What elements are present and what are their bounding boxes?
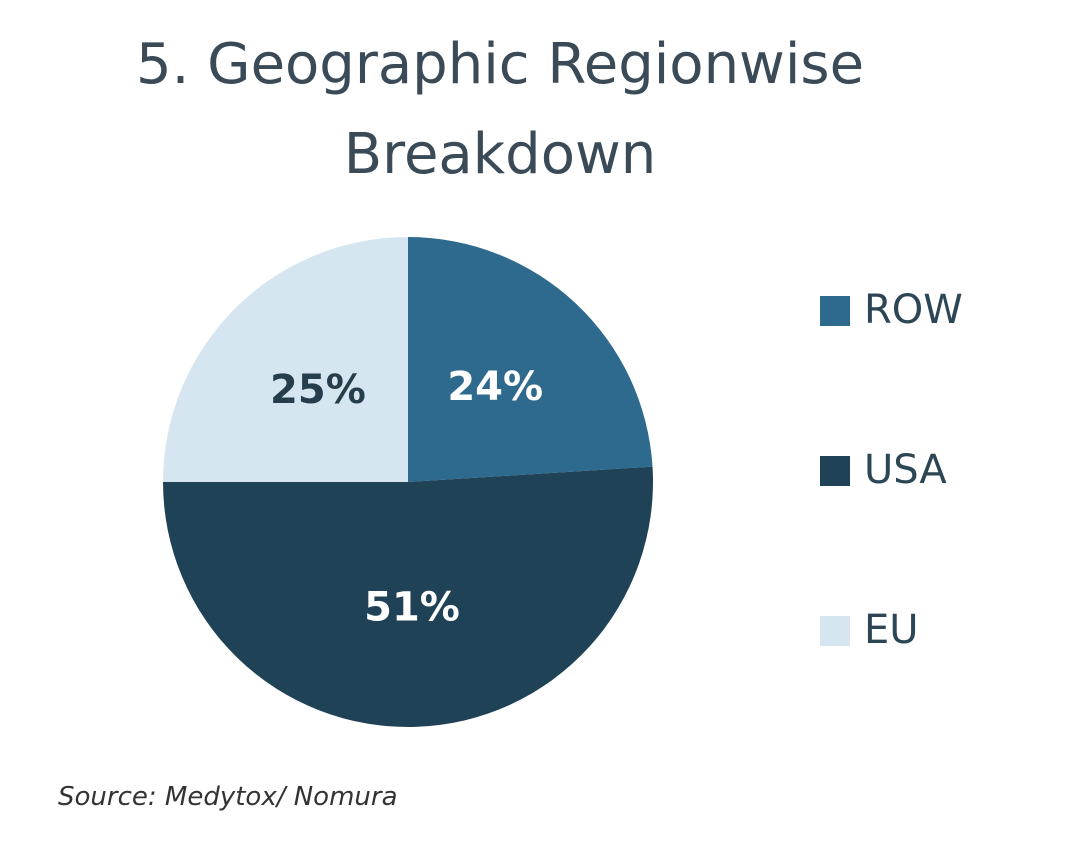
data-label: 24%	[447, 364, 543, 410]
legend-swatch	[820, 616, 850, 646]
data-label: 51%	[364, 584, 460, 630]
pie-slice	[408, 237, 653, 482]
data-label: 25%	[270, 367, 366, 413]
legend-label: USA	[864, 447, 947, 493]
legend-label: ROW	[864, 287, 963, 333]
legend-swatch	[820, 296, 850, 326]
source-note: Source: Medytox/ Nomura	[58, 782, 398, 812]
chart-title: 5. Geographic Regionwise Breakdown	[135, 32, 865, 187]
pie-slice	[163, 466, 654, 728]
legend-label: EU	[864, 607, 919, 653]
pie-slice	[163, 237, 408, 482]
legend-swatch	[820, 456, 850, 486]
